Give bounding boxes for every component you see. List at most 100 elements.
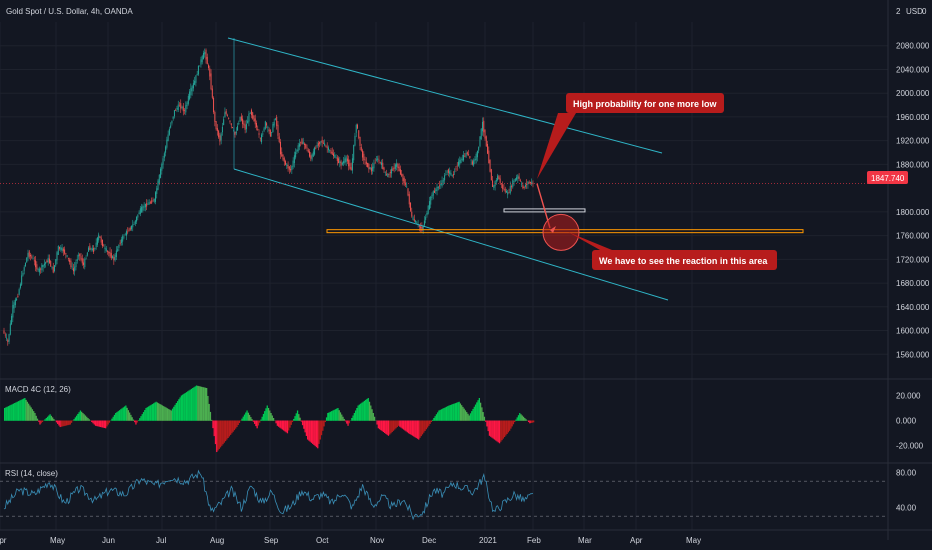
candle-body [529,182,531,184]
macd-bar [325,417,328,421]
macd-bar [182,394,184,421]
macd-bar [270,413,272,421]
macd-bar [522,416,525,421]
candle-body [458,161,459,166]
candle-body [143,206,145,208]
candle-body [336,157,338,161]
candle-body [526,183,528,186]
macd-bar [208,403,210,421]
currency-label: USD [906,7,923,16]
candle-body [451,175,453,176]
macd-bar [218,420,220,449]
macd-bar [483,416,486,421]
candle-body [200,59,202,65]
x-tick-label-4: Aug [210,536,224,545]
candle-body [90,248,92,250]
candle-body [134,220,136,224]
macd-bar [434,416,436,421]
macd-bar [387,420,390,436]
macd-bar [15,402,17,421]
macd-bar [221,420,223,446]
candle-body [450,172,452,176]
macd-bar [530,420,532,423]
candle-body [70,260,72,267]
candle-body [349,163,351,169]
macd-bar [458,401,460,421]
macd-bar [241,418,243,421]
macd-bar [493,420,496,440]
candle-body [75,261,77,268]
candle-body [363,153,365,161]
candle-body [338,158,340,164]
candle-body [190,88,192,96]
macd-title: MACD 4C (12, 26) [5,385,71,394]
candle-body [331,151,333,155]
candle-body [223,119,225,126]
candle-body [152,200,154,202]
candle-body [160,168,162,178]
macd-bar [371,409,373,421]
macd-bar [443,408,445,421]
macd-bar [198,386,200,421]
candle-body [358,130,360,138]
candle-body [367,162,369,168]
candle-body [377,158,379,160]
macd-bar [285,420,287,433]
candle-body [503,188,505,190]
macd-tick-label-0: 20.000 [896,392,921,401]
candle-body [151,200,153,204]
macd-bar [437,412,439,421]
candle-body [22,272,24,276]
macd-bar [174,404,176,421]
macd-bar [409,420,411,435]
macd-bar [226,420,228,440]
candle-body [127,231,129,233]
macd-bar [488,420,491,436]
macd-bar [136,420,138,423]
macd-bar [117,411,119,421]
candle-body [406,186,408,188]
macd-bar [197,385,199,421]
macd-bar [479,402,482,421]
macd-bar [168,409,170,421]
candle-body [441,180,443,186]
candle-body [524,184,526,187]
candle-body [316,145,318,147]
candle-body [186,102,188,107]
candle-body [394,164,396,169]
candle-body [354,135,356,146]
macd-bar [305,420,308,436]
candle-body [311,154,313,160]
target-circle [542,213,580,251]
candle-body [474,159,476,161]
candle-body [112,256,114,259]
callout-high-probability-text: High probability for one more low [573,99,718,109]
candle-body [521,183,523,185]
candle-body [240,116,242,121]
macd-bar [402,420,405,430]
candle-body [192,83,194,89]
macd-bar [189,389,191,421]
candle-body [489,160,491,172]
macd-bar [457,402,459,421]
candle-body [499,178,501,183]
candle-body [293,155,295,164]
macd-bar [307,420,309,440]
candle-body [344,158,346,163]
candle-body [389,172,391,174]
candle-body [7,339,9,343]
candle-body [301,138,303,145]
macd-bar [164,406,166,421]
macd-bar [113,414,116,421]
macd-bar [362,401,364,421]
candle-body [79,253,81,257]
macd-bar [233,420,236,431]
macd-bar [161,405,164,421]
candle-body [171,120,173,124]
macd-bar [147,406,150,421]
candle-body [295,152,297,158]
macd-bar [81,411,83,421]
macd-bar [112,416,114,421]
macd-bar [178,399,180,421]
